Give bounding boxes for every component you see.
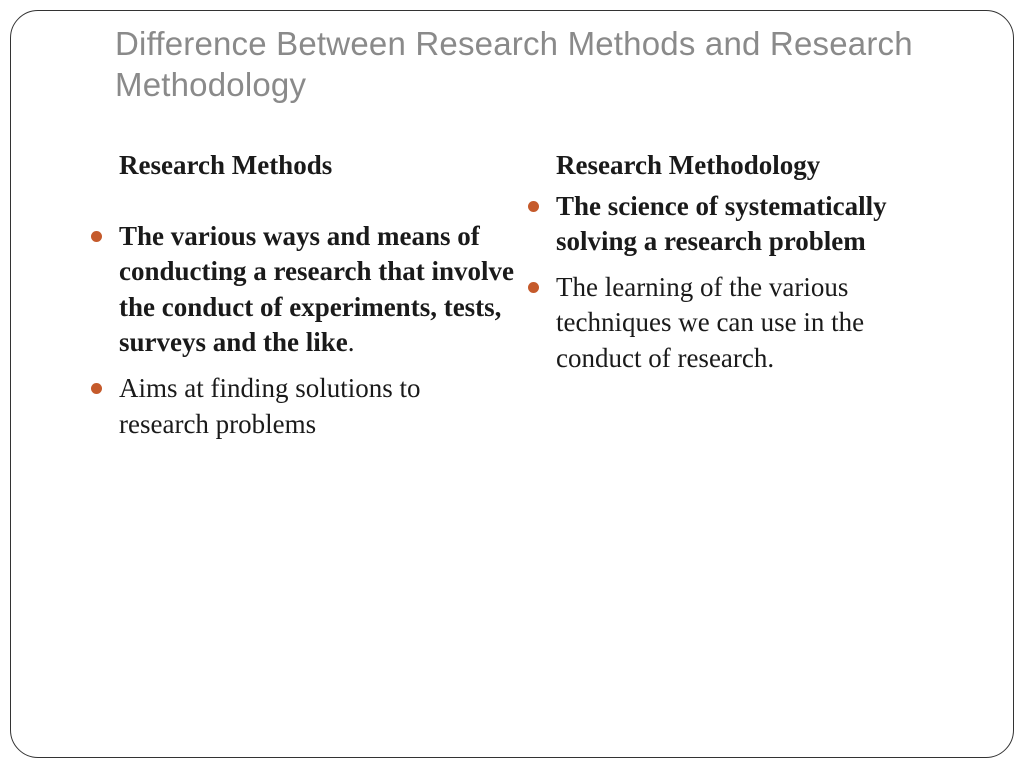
list-item-text: The learning of the various techniques w… — [556, 272, 864, 373]
list-item: The learning of the various techniques w… — [528, 270, 953, 377]
left-column-heading: Research Methods — [119, 150, 516, 181]
left-bullet-list: The various ways and means of conducting… — [119, 219, 516, 443]
slide-title: Difference Between Research Methods and … — [115, 23, 973, 106]
list-item-text: The various ways and means of conducting… — [119, 221, 514, 358]
right-column-heading: Research Methodology — [556, 150, 953, 181]
right-bullet-list: The science of systematically solving a … — [556, 189, 953, 377]
right-column: Research Methodology The science of syst… — [556, 150, 953, 453]
list-item: Aims at finding solutions to research pr… — [91, 371, 516, 442]
trailing-period: . — [348, 327, 355, 357]
left-column: Research Methods The various ways and me… — [119, 150, 516, 453]
slide-frame: Difference Between Research Methods and … — [10, 10, 1014, 758]
two-column-layout: Research Methods The various ways and me… — [51, 150, 973, 453]
list-item-text: Aims at finding solutions to research pr… — [119, 373, 421, 439]
list-item: The science of systematically solving a … — [528, 189, 953, 260]
list-item-text: The science of systematically solving a … — [556, 191, 887, 257]
list-item: The various ways and means of conducting… — [91, 219, 516, 362]
